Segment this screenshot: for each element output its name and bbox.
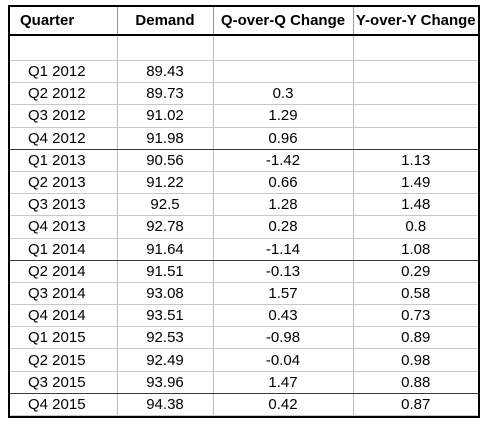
spreadsheet-table: Quarter Demand Q-over-Q Change Y-over-Y … (8, 5, 480, 418)
cell-quarter[interactable]: Q2 2013 (10, 171, 118, 195)
cell-quarter[interactable]: Q2 2012 (10, 82, 118, 106)
cell-quarter[interactable]: Q3 2013 (10, 193, 118, 217)
table-row: Q2 2012 89.73 0.3 (10, 82, 478, 106)
header-qoq-change[interactable]: Q-over-Q Change (213, 7, 354, 36)
cell-qoq-change[interactable]: 0.96 (213, 127, 354, 150)
cell-demand[interactable]: 89.43 (117, 60, 214, 84)
cell-yoy-change[interactable]: 0.29 (353, 260, 478, 283)
cell-yoy-change[interactable]: 1.13 (353, 149, 478, 172)
cell-qoq-change[interactable]: -0.04 (213, 348, 354, 372)
cell-demand[interactable]: 92.5 (117, 193, 214, 217)
cell-demand[interactable]: 93.51 (117, 304, 214, 328)
cell-quarter[interactable]: Q1 2012 (10, 60, 118, 84)
cell-qoq-change[interactable]: -0.98 (213, 326, 354, 350)
cell-qoq-change[interactable]: -1.14 (213, 238, 354, 261)
cell-quarter[interactable]: Q4 2013 (10, 215, 118, 239)
cell-demand[interactable]: 91.98 (117, 127, 214, 150)
cell-quarter[interactable]: Q2 2014 (10, 260, 118, 283)
table-row: Q1 2015 92.53 -0.98 0.89 (10, 326, 478, 350)
cell-qoq-change[interactable]: 0.43 (213, 304, 354, 328)
cell-qoq-change[interactable] (213, 60, 354, 84)
cell-quarter[interactable]: Q1 2013 (10, 149, 118, 172)
cell-demand[interactable]: 91.51 (117, 260, 214, 283)
cell-yoy-change[interactable]: 1.08 (353, 238, 478, 261)
cell-demand[interactable]: 93.96 (117, 371, 214, 394)
table-row: Q2 2015 92.49 -0.04 0.98 (10, 348, 478, 372)
cell-yoy-change[interactable] (353, 60, 478, 84)
cell-yoy-change[interactable]: 0.98 (353, 348, 478, 372)
table-cell[interactable] (117, 35, 214, 61)
cell-demand[interactable]: 92.78 (117, 215, 214, 239)
cell-qoq-change[interactable]: -1.42 (213, 149, 354, 172)
cell-quarter[interactable]: Q4 2012 (10, 127, 118, 150)
cell-demand[interactable]: 91.64 (117, 238, 214, 261)
cell-quarter[interactable]: Q1 2015 (10, 326, 118, 350)
cell-yoy-change[interactable]: 0.87 (353, 393, 478, 417)
table-row: Q3 2012 91.02 1.29 (10, 104, 478, 128)
cell-yoy-change[interactable]: 0.88 (353, 371, 478, 394)
cell-quarter[interactable]: Q4 2014 (10, 304, 118, 328)
table-row: Q4 2015 94.38 0.42 0.87 (10, 393, 478, 417)
cell-demand[interactable]: 92.53 (117, 326, 214, 350)
table-row: Q3 2015 93.96 1.47 0.88 (10, 371, 478, 394)
cell-yoy-change[interactable]: 0.58 (353, 282, 478, 306)
table-row: Q1 2013 90.56 -1.42 1.13 (10, 149, 478, 172)
cell-qoq-change[interactable]: -0.13 (213, 260, 354, 283)
cell-qoq-change[interactable]: 1.28 (213, 193, 354, 217)
table-row: Q1 2014 91.64 -1.14 1.08 (10, 238, 478, 261)
cell-qoq-change[interactable]: 0.66 (213, 171, 354, 195)
empty-row (10, 35, 478, 61)
table-cell[interactable] (10, 35, 118, 61)
cell-qoq-change[interactable]: 1.57 (213, 282, 354, 306)
table-row: Q4 2013 92.78 0.28 0.8 (10, 215, 478, 239)
header-quarter[interactable]: Quarter (10, 7, 118, 36)
cell-yoy-change[interactable] (353, 104, 478, 128)
header-row: Quarter Demand Q-over-Q Change Y-over-Y … (10, 7, 478, 36)
cell-quarter[interactable]: Q2 2015 (10, 348, 118, 372)
cell-qoq-change[interactable]: 0.42 (213, 393, 354, 417)
table-row: Q3 2014 93.08 1.57 0.58 (10, 282, 478, 306)
cell-demand[interactable]: 91.22 (117, 171, 214, 195)
cell-demand[interactable]: 90.56 (117, 149, 214, 172)
table-row: Q3 2013 92.5 1.28 1.48 (10, 193, 478, 217)
cell-yoy-change[interactable]: 0.73 (353, 304, 478, 328)
demand-table: Quarter Demand Q-over-Q Change Y-over-Y … (10, 7, 478, 417)
table-row: Q2 2013 91.22 0.66 1.49 (10, 171, 478, 195)
cell-demand[interactable]: 92.49 (117, 348, 214, 372)
cell-yoy-change[interactable]: 1.49 (353, 171, 478, 195)
cell-quarter[interactable]: Q3 2015 (10, 371, 118, 394)
cell-qoq-change[interactable]: 0.28 (213, 215, 354, 239)
cell-yoy-change[interactable]: 0.89 (353, 326, 478, 350)
header-yoy-change[interactable]: Y-over-Y Change (353, 7, 478, 36)
cell-demand[interactable]: 89.73 (117, 82, 214, 106)
cell-yoy-change[interactable]: 1.48 (353, 193, 478, 217)
header-demand[interactable]: Demand (117, 7, 214, 36)
cell-qoq-change[interactable]: 0.3 (213, 82, 354, 106)
table-cell[interactable] (353, 35, 478, 61)
table-row: Q4 2014 93.51 0.43 0.73 (10, 304, 478, 328)
cell-yoy-change[interactable] (353, 127, 478, 150)
table-row: Q1 2012 89.43 (10, 60, 478, 84)
cell-demand[interactable]: 94.38 (117, 393, 214, 417)
cell-yoy-change[interactable] (353, 82, 478, 106)
table-row: Q4 2012 91.98 0.96 (10, 127, 478, 150)
cell-qoq-change[interactable]: 1.29 (213, 104, 354, 128)
cell-quarter[interactable]: Q3 2014 (10, 282, 118, 306)
table-row: Q2 2014 91.51 -0.13 0.29 (10, 260, 478, 283)
cell-quarter[interactable]: Q1 2014 (10, 238, 118, 261)
cell-quarter[interactable]: Q4 2015 (10, 393, 118, 417)
cell-demand[interactable]: 91.02 (117, 104, 214, 128)
cell-quarter[interactable]: Q3 2012 (10, 104, 118, 128)
cell-qoq-change[interactable]: 1.47 (213, 371, 354, 394)
table-cell[interactable] (213, 35, 354, 61)
cell-demand[interactable]: 93.08 (117, 282, 214, 306)
cell-yoy-change[interactable]: 0.8 (353, 215, 478, 239)
